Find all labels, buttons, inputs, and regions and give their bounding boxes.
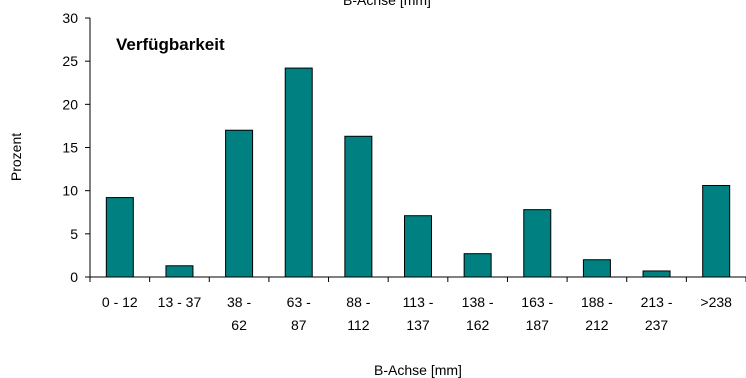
y-tick-label: 20: [62, 96, 78, 112]
bar: [404, 215, 432, 278]
bar: [344, 135, 373, 278]
x-tick-label: 13 - 37: [158, 294, 202, 310]
y-tick-label: 10: [62, 183, 78, 199]
x-tick-label: 38 -62: [227, 294, 251, 333]
chart-title: B-Achse [mm]: [343, 0, 431, 8]
bar: [284, 67, 313, 278]
x-tick-label: 138 -162: [462, 294, 494, 333]
y-tick-label: 0: [70, 269, 78, 285]
bar: [642, 270, 671, 278]
bar: [582, 259, 611, 278]
x-tick-label: 63 -87: [287, 294, 311, 333]
bar: [463, 253, 492, 278]
y-tick-label: 25: [62, 53, 78, 69]
bar: [105, 197, 134, 278]
x-tick-label: 113 -137: [403, 294, 434, 333]
chart-annotation: Verfügbarkeit: [116, 35, 225, 54]
bar: [165, 265, 194, 278]
x-tick-label: 0 - 12: [102, 294, 138, 310]
bar: [702, 184, 731, 278]
bar: [225, 129, 254, 278]
x-tick-label: 188 -212: [581, 294, 613, 333]
y-axis-title: Prozent: [8, 133, 24, 181]
x-tick-label: 213 -237: [641, 294, 673, 333]
x-tick-label: >238: [700, 294, 732, 310]
y-tick-label: 15: [62, 140, 78, 156]
y-tick-label: 30: [62, 10, 78, 26]
y-tick-label: 5: [70, 226, 78, 242]
x-tick-label: 88 -112: [346, 294, 370, 333]
x-axis-title: B-Achse [mm]: [374, 362, 462, 378]
x-tick-label: 163 -187: [521, 294, 553, 333]
bar: [523, 209, 552, 278]
